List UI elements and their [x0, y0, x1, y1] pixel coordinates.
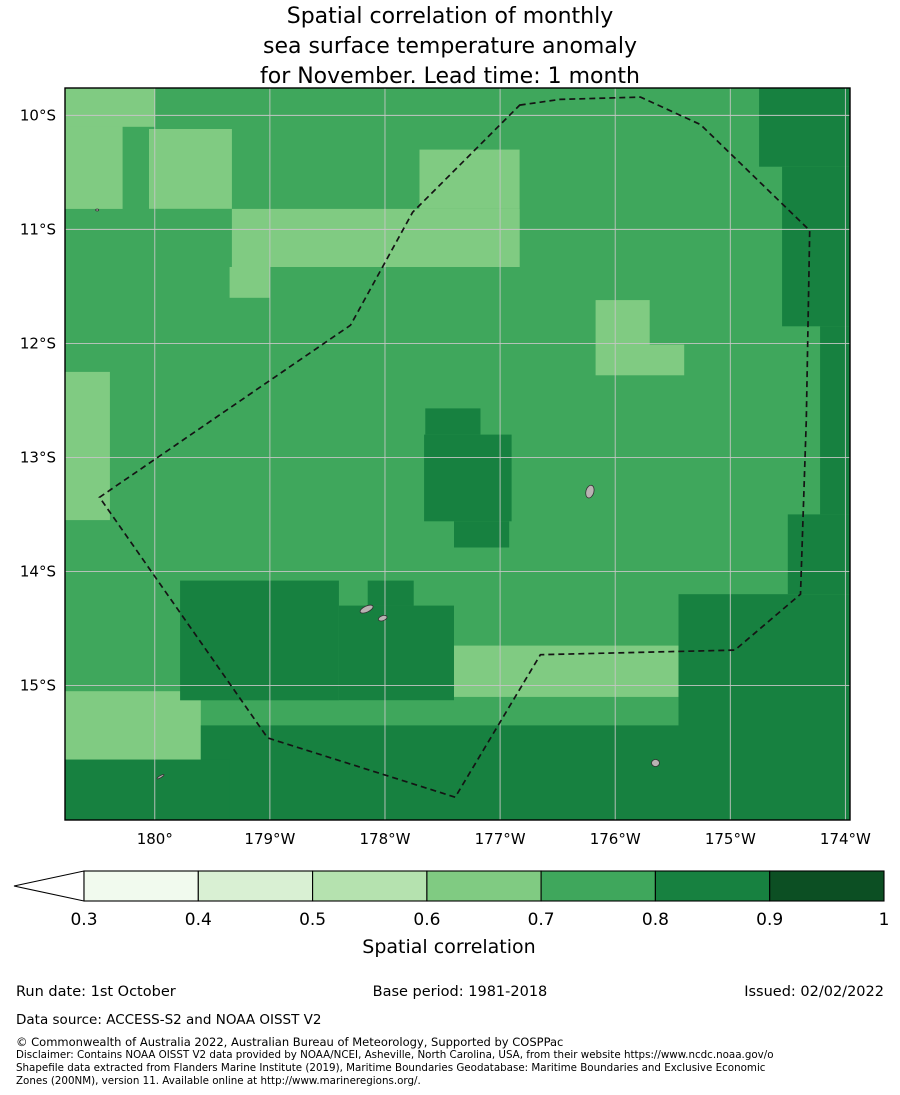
- correlation-patch: [180, 580, 339, 701]
- island: [95, 208, 100, 212]
- correlation-patch: [425, 408, 481, 435]
- base-period-text: Base period: 1981-2018: [372, 984, 548, 1000]
- colorbar-tick-label: 0.7: [528, 910, 555, 930]
- colorbar-segment: [769, 870, 885, 902]
- correlation-patch: [65, 691, 201, 760]
- y-tick-label: 10°S: [20, 106, 56, 124]
- correlation-patch: [454, 645, 682, 697]
- correlation-patch: [759, 88, 850, 167]
- y-tick-label: 15°S: [20, 677, 56, 695]
- colorbar-segment: [83, 870, 199, 902]
- figure-canvas: 180° 179°W 178°W 177°W 176°W 175°W 174°W10°S11…: [13, 87, 890, 958]
- correlation-patch: [419, 149, 520, 209]
- disclaimer-line-1: Disclaimer: Contains NOAA OISST V2 data …: [16, 1049, 774, 1061]
- colorbar-title: Spatial correlation: [362, 936, 535, 958]
- x-tick-label: 174°W: [820, 830, 871, 848]
- x-tick-label: 175°W: [705, 830, 756, 848]
- colorbar-tick-label: 0.3: [70, 910, 97, 930]
- x-tick-label: 180°: [137, 830, 173, 848]
- x-tick-label: 177°W: [475, 830, 526, 848]
- island: [585, 484, 595, 499]
- correlation-patch: [338, 605, 454, 701]
- correlation-patch: [65, 759, 230, 820]
- correlation-patch: [65, 88, 155, 127]
- eez-boundary: [98, 96, 811, 799]
- island: [156, 774, 165, 780]
- y-tick-label: 14°S: [20, 562, 56, 580]
- colorbar-tick-label: 0.5: [299, 910, 326, 930]
- island: [359, 604, 374, 614]
- y-tick-label: 13°S: [20, 448, 56, 466]
- disclaimer-text: Disclaimer: Contains NOAA OISST V2 data …: [16, 1049, 900, 1087]
- x-tick-label: 178°W: [360, 830, 411, 848]
- chart-title: Spatial correlation of monthly sea surfa…: [0, 2, 900, 92]
- colorbar-tick-label: 0.4: [185, 910, 212, 930]
- title-line-3: for November. Lead time: 1 month: [259, 64, 640, 89]
- island: [651, 759, 660, 767]
- copyright-text: © Commonwealth of Australia 2022, Austra…: [16, 1035, 564, 1049]
- issued-text: Issued: 02/02/2022: [744, 984, 884, 1000]
- colorbar-tick-label: 0.6: [413, 910, 440, 930]
- correlation-patch: [454, 521, 510, 548]
- footer-row: Run date: 1st October Base period: 1981-…: [16, 984, 884, 1000]
- correlation-patch: [782, 166, 850, 327]
- map-layer: 180° 179°W 178°W 177°W 176°W 175°W 174°W 10°S 11…: [20, 87, 871, 848]
- x-tick-label: 179°W: [244, 830, 295, 848]
- correlation-patch: [595, 344, 685, 376]
- colorbar-segment: [654, 870, 771, 902]
- colorbar-tick-label: 0.8: [642, 910, 669, 930]
- correlation-patch: [424, 434, 512, 522]
- colorbar-segment: [540, 870, 656, 902]
- correlation-patch: [367, 580, 414, 606]
- title-line-1: Spatial correlation of monthly: [286, 4, 614, 29]
- correlation-patch: [231, 208, 520, 267]
- colorbar-segment: [312, 870, 428, 902]
- colorbar-tick-label: 1: [879, 910, 890, 930]
- correlation-patch: [595, 300, 650, 345]
- disclaimer-line-3: Zones (200NM), version 11. Available onl…: [16, 1074, 421, 1087]
- colorbar-tick-label: 0.9: [756, 910, 783, 930]
- colorbar-segment: [426, 870, 542, 902]
- colorbar-segment: [197, 870, 314, 902]
- run-date-text: Run date: 1st October: [16, 984, 176, 1000]
- correlation-patch: [149, 129, 232, 209]
- y-tick-label: 11°S: [20, 220, 56, 238]
- x-tick-label: 176°W: [590, 830, 641, 848]
- colorbar-under-arrow: [13, 870, 85, 902]
- correlation-patch: [65, 371, 110, 521]
- title-line-2: sea surface temperature anomaly: [263, 34, 637, 59]
- disclaimer-line-2: Shapefile data extracted from Flanders M…: [16, 1061, 766, 1074]
- data-source-text: Data source: ACCESS-S2 and NOAA OISST V2: [16, 1012, 322, 1028]
- colorbar: 0.3 0.4 0.5 0.6 0.7 0.8 0.9 1: [13, 870, 890, 930]
- island: [377, 614, 388, 622]
- correlation-patch: [787, 514, 850, 595]
- map-frame: [64, 87, 851, 821]
- correlation-patch: [678, 594, 850, 820]
- correlation-patch: [229, 267, 270, 298]
- y-tick-label: 12°S: [20, 334, 56, 352]
